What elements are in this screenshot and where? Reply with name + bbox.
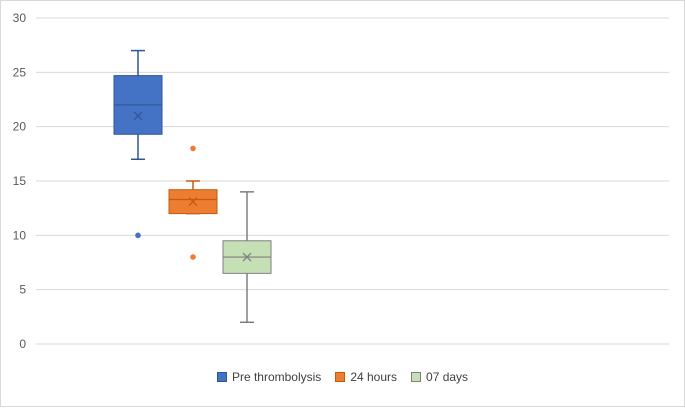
y-tick-label: 15 xyxy=(13,174,27,188)
y-tick-label: 25 xyxy=(13,65,27,79)
mean-marker xyxy=(242,252,252,262)
outlier-point xyxy=(190,254,196,260)
y-tick-label: 5 xyxy=(19,283,26,297)
mean-marker xyxy=(133,111,143,121)
legend-item: 24 hours xyxy=(335,370,397,384)
y-axis-tick-labels: 0 5 10 15 20 25 30 xyxy=(13,11,27,351)
box-group xyxy=(222,191,272,324)
legend-swatch xyxy=(335,372,346,382)
box-series xyxy=(113,49,272,324)
y-tick-label: 30 xyxy=(13,11,27,25)
legend-item: Pre thrombolysis xyxy=(216,370,322,384)
legend: Pre thrombolysis 24 hours 07 days xyxy=(1,370,684,384)
y-tick-label: 20 xyxy=(13,120,27,134)
legend-label: 07 days xyxy=(426,370,469,384)
outlier-point xyxy=(135,232,141,239)
legend-item: 07 days xyxy=(411,370,468,384)
legend-label: 24 hours xyxy=(350,370,398,384)
outlier-point xyxy=(190,145,196,152)
gridlines xyxy=(36,17,669,345)
y-tick-label: 10 xyxy=(13,228,27,242)
mean-marker xyxy=(188,197,198,207)
y-tick-label: 0 xyxy=(19,337,26,351)
legend-label: Pre thrombolysis xyxy=(231,370,322,384)
box-group xyxy=(168,145,218,260)
legend-swatch xyxy=(411,372,422,382)
legend-swatch xyxy=(216,372,227,382)
box-group xyxy=(113,49,163,239)
